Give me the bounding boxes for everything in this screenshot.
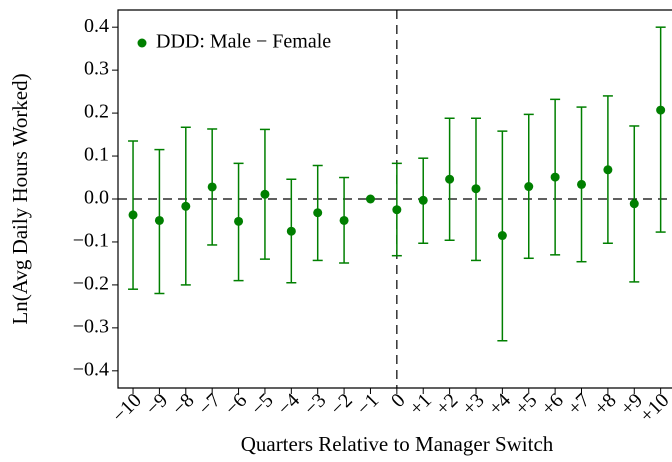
y-tick-label: 0.1 <box>84 144 109 166</box>
point <box>656 105 666 115</box>
point <box>629 199 639 209</box>
y-tick-label: 0.4 <box>84 15 109 37</box>
y-tick-label: 0.2 <box>84 101 109 123</box>
y-tick-label: 0.0 <box>84 187 109 209</box>
point <box>207 182 217 192</box>
point <box>339 215 349 225</box>
x-tick-label: +10 <box>636 389 672 427</box>
point <box>550 172 560 182</box>
point <box>577 179 587 189</box>
point <box>154 215 164 225</box>
point <box>471 184 481 194</box>
legend-label: DDD: Male − Female <box>156 31 331 53</box>
point <box>497 231 507 241</box>
y-tick-label: −0.4 <box>73 358 109 380</box>
x-tick-label: −10 <box>108 389 146 427</box>
x-axis-label: Quarters Relative to Manager Switch <box>241 432 554 456</box>
point <box>128 210 138 220</box>
point <box>365 194 375 204</box>
point <box>260 189 270 199</box>
point <box>524 182 534 192</box>
y-tick-label: −0.1 <box>73 230 109 252</box>
point <box>603 165 613 175</box>
x-tick-label: −1 <box>353 389 384 420</box>
point <box>392 205 402 215</box>
point <box>286 226 296 236</box>
point <box>313 208 323 218</box>
point <box>181 201 191 211</box>
point <box>234 216 244 226</box>
y-axis-label: Ln(Avg Daily Hours Worked) <box>8 73 32 324</box>
y-tick-label: 0.3 <box>84 58 109 80</box>
legend-marker <box>137 38 147 48</box>
point <box>445 174 455 184</box>
point <box>418 195 428 205</box>
x-tick-label: 0 <box>387 389 410 412</box>
y-tick-label: −0.2 <box>73 273 109 295</box>
y-tick-label: −0.3 <box>73 315 109 337</box>
